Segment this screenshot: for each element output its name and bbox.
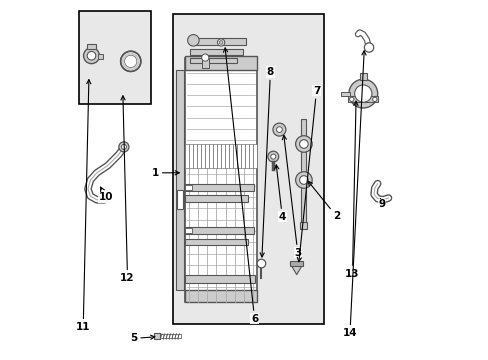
Bar (185, 227, 253, 234)
Text: 4: 4 (274, 165, 285, 222)
Bar (172, 14, 323, 324)
Bar (190, 58, 237, 63)
Circle shape (354, 85, 371, 102)
Bar (229, 144, 233, 168)
Bar (160, 334, 181, 338)
Circle shape (187, 35, 199, 46)
Circle shape (348, 79, 377, 108)
Circle shape (125, 55, 136, 67)
Circle shape (121, 51, 141, 71)
Bar (253, 144, 257, 168)
Bar (87, 44, 96, 49)
Bar (185, 56, 257, 70)
Circle shape (364, 43, 373, 52)
Circle shape (122, 52, 140, 70)
Bar (359, 73, 366, 80)
Bar (340, 92, 349, 96)
Circle shape (295, 172, 311, 188)
Bar (98, 54, 103, 59)
Bar (197, 144, 201, 168)
Bar (244, 144, 248, 168)
Bar (301, 119, 306, 227)
Bar (190, 38, 246, 45)
Bar (213, 144, 217, 168)
Bar (217, 144, 221, 168)
Circle shape (83, 48, 99, 64)
Bar (185, 239, 247, 245)
Bar (176, 70, 183, 290)
Bar (237, 144, 241, 168)
Polygon shape (289, 264, 303, 275)
Text: 11: 11 (76, 80, 91, 332)
Text: 3: 3 (282, 135, 301, 258)
Circle shape (372, 97, 376, 102)
Bar (185, 195, 247, 202)
Bar (185, 290, 257, 302)
Bar (153, 333, 159, 339)
Bar (185, 144, 189, 168)
Text: 10: 10 (99, 187, 113, 202)
Circle shape (299, 140, 307, 148)
Bar (193, 144, 197, 168)
Bar (248, 144, 253, 168)
Bar (177, 190, 183, 210)
Text: 14: 14 (342, 51, 366, 338)
Text: 9: 9 (378, 199, 385, 210)
Bar (189, 144, 193, 168)
Bar (79, 11, 151, 104)
Text: 1: 1 (152, 168, 179, 178)
Text: 8: 8 (260, 67, 273, 257)
Bar (224, 144, 229, 168)
Circle shape (87, 51, 96, 60)
Circle shape (217, 39, 224, 46)
Circle shape (119, 142, 129, 152)
Text: 7: 7 (297, 86, 320, 262)
Bar (289, 261, 303, 266)
Bar (201, 144, 204, 168)
Circle shape (276, 127, 282, 132)
Circle shape (121, 144, 126, 149)
Circle shape (125, 55, 136, 67)
Circle shape (299, 176, 307, 184)
Bar (190, 49, 242, 55)
Text: 5: 5 (130, 333, 155, 343)
Text: 12: 12 (120, 96, 135, 283)
Circle shape (219, 41, 223, 44)
Circle shape (267, 151, 278, 162)
Circle shape (201, 54, 208, 61)
Bar (185, 228, 191, 233)
Text: 2: 2 (307, 181, 339, 221)
Bar (347, 96, 378, 102)
Circle shape (272, 123, 285, 136)
Bar (202, 58, 208, 68)
Bar (185, 184, 253, 191)
Text: 6: 6 (223, 48, 258, 324)
Bar (233, 144, 237, 168)
Bar (185, 58, 257, 302)
Bar (300, 222, 307, 229)
Bar (204, 144, 209, 168)
Circle shape (295, 136, 311, 152)
Circle shape (270, 154, 275, 159)
Bar (185, 185, 191, 190)
Circle shape (349, 97, 353, 102)
Text: 13: 13 (345, 101, 359, 279)
Bar (221, 144, 224, 168)
Bar (209, 144, 213, 168)
Circle shape (257, 259, 265, 268)
Bar (185, 275, 255, 283)
Bar (241, 144, 244, 168)
